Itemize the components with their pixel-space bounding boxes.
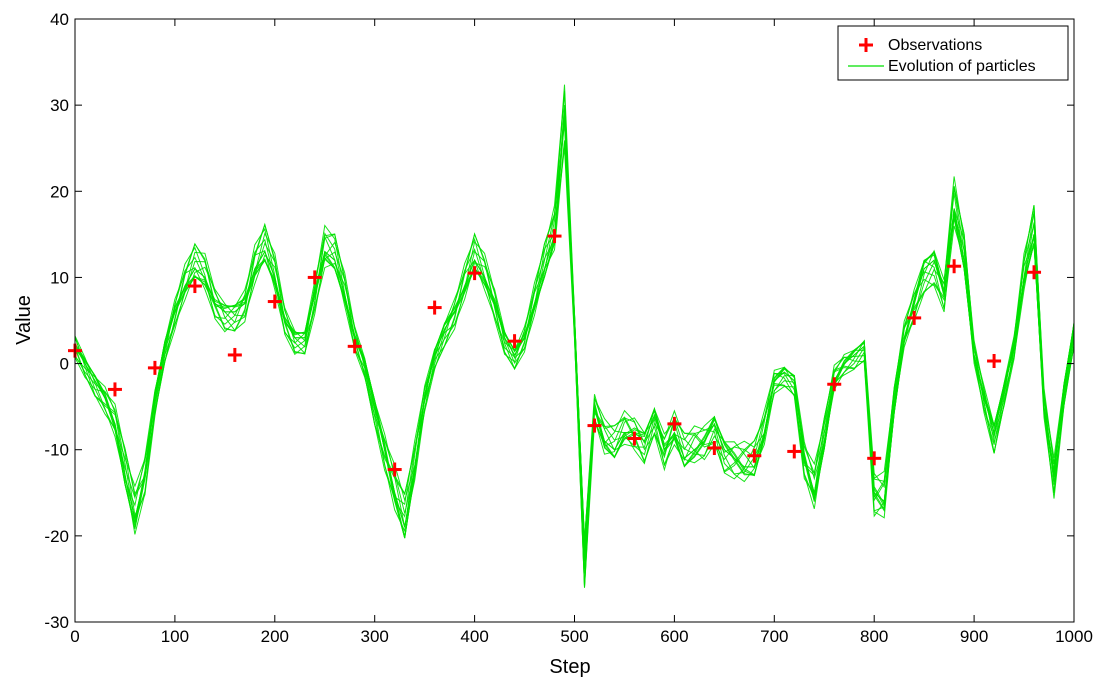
x-axis: 0 100 200 300 400 500 600 700 800 900 1000 bbox=[70, 19, 1093, 646]
observation-point bbox=[987, 353, 1002, 368]
observation-point bbox=[627, 431, 642, 446]
x-tick-label: 0 bbox=[70, 627, 79, 646]
x-tick-label: 900 bbox=[960, 627, 988, 646]
observation-point bbox=[187, 279, 202, 294]
observation-point bbox=[747, 448, 762, 463]
legend: Observations Evolution of particles bbox=[837, 25, 1069, 81]
x-tick-label: 300 bbox=[361, 627, 389, 646]
y-axis-label: Value bbox=[13, 295, 35, 345]
observation-point bbox=[827, 377, 842, 392]
y-tick-label: -30 bbox=[44, 613, 69, 632]
x-tick-label: 700 bbox=[760, 627, 788, 646]
observation-point bbox=[1027, 265, 1042, 280]
observation-point bbox=[347, 339, 362, 354]
y-tick-label: -20 bbox=[44, 527, 69, 546]
legend-observations-marker bbox=[859, 38, 873, 52]
y-tick-label: 0 bbox=[60, 355, 69, 374]
y-tick-label: 10 bbox=[50, 268, 69, 287]
observation-point bbox=[267, 294, 282, 309]
observation-point bbox=[547, 229, 562, 244]
x-tick-label: 600 bbox=[660, 627, 688, 646]
observation-point bbox=[707, 440, 722, 455]
y-tick-label: 40 bbox=[50, 10, 69, 29]
x-tick-label: 1000 bbox=[1055, 627, 1093, 646]
y-tick-label: 30 bbox=[50, 96, 69, 115]
observation-point bbox=[427, 300, 442, 315]
y-tick-label: -10 bbox=[44, 441, 69, 460]
particles-layer bbox=[74, 84, 1075, 588]
legend-box bbox=[837, 25, 1069, 81]
x-tick-label: 500 bbox=[560, 627, 588, 646]
observation-point bbox=[787, 444, 802, 459]
observation-point bbox=[387, 462, 402, 477]
legend-observations-label: Observations bbox=[888, 37, 982, 54]
x-tick-label: 400 bbox=[460, 627, 488, 646]
particle-line bbox=[74, 123, 1075, 586]
y-axis: -30 -20 -10 0 10 20 30 40 bbox=[44, 10, 1074, 632]
observation-point bbox=[227, 347, 242, 362]
observation-point bbox=[947, 259, 962, 274]
legend-particles-label: Evolution of particles bbox=[888, 58, 1036, 75]
y-tick-label: 20 bbox=[50, 182, 69, 201]
observation-point bbox=[587, 418, 602, 433]
x-axis-label: Step bbox=[549, 656, 590, 678]
observation-point bbox=[507, 334, 522, 349]
observation-point bbox=[307, 270, 322, 285]
observation-point bbox=[107, 382, 122, 397]
observation-point bbox=[867, 451, 882, 466]
x-tick-label: 100 bbox=[161, 627, 189, 646]
x-tick-label: 200 bbox=[261, 627, 289, 646]
x-tick-label: 800 bbox=[860, 627, 888, 646]
observation-point bbox=[147, 360, 162, 375]
observation-point bbox=[467, 266, 482, 281]
observation-point bbox=[907, 310, 922, 325]
observation-point bbox=[667, 416, 682, 431]
